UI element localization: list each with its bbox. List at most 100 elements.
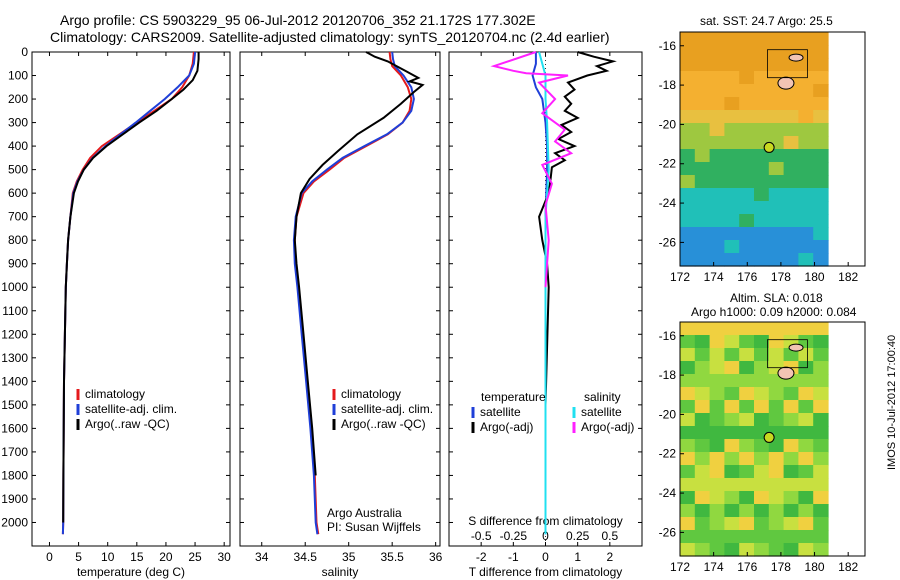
sla-map-cell: [813, 374, 829, 388]
map-x-tick-label: 172: [670, 560, 690, 574]
sst-map-cell: [739, 45, 755, 59]
sst-map-cell: [754, 149, 770, 163]
sst-map-cell: [709, 240, 725, 254]
sla-map-cell: [694, 543, 711, 557]
y-tick-label: 1000: [1, 280, 28, 294]
sla-map-cell: [739, 426, 755, 440]
sla-map-cell: [754, 517, 770, 531]
sst-map-cell: [680, 253, 696, 267]
sst-map-cell: [724, 188, 740, 202]
sla-map-cell: [739, 491, 755, 505]
sla-map-cell: [724, 374, 740, 388]
sla-map-cell: [754, 387, 770, 401]
map-x-tick-label: 180: [805, 560, 825, 574]
sla-map-cell: [724, 530, 740, 544]
sst-map-island: [777, 76, 795, 90]
sla-map-cell: [798, 426, 814, 440]
sla-map-cell: [783, 478, 799, 492]
sla-map-cell: [754, 413, 770, 427]
sst-map-cell: [798, 214, 814, 228]
sst-map-cell: [813, 240, 829, 254]
sst-map-cell: [798, 188, 814, 202]
sla-map-cell: [680, 361, 696, 375]
sla-map-cell: [768, 517, 785, 531]
sst-map-cell: [754, 71, 770, 85]
sst-map-cell: [680, 136, 696, 150]
sst-map-cell: [754, 45, 770, 59]
x-tick-label: 36: [429, 550, 443, 564]
series-line-climatology: [61, 51, 195, 535]
sla-map-cell: [768, 413, 785, 427]
sst-map-cell: [754, 188, 770, 202]
y-tick-label: 800: [8, 233, 28, 247]
sla-map-cell: [813, 491, 829, 505]
sst-map-cell: [798, 45, 814, 59]
sst-map-argo-marker: [763, 141, 775, 153]
sst-map-cell: [754, 32, 770, 46]
sla-map-argo-marker: [763, 431, 775, 443]
sla-map-cell: [739, 413, 755, 427]
sst-map-cell: [798, 201, 814, 215]
sla-map-cell: [798, 530, 814, 544]
sla-map-cell: [709, 504, 725, 518]
sst-map-cell: [680, 149, 696, 163]
sla-map-cell: [783, 322, 799, 336]
map-x-tick-label: 180: [805, 270, 825, 284]
x-tick-label: 5: [75, 550, 82, 564]
sst-map-cell: [694, 71, 711, 85]
top-x-tick-label: -0.25: [500, 529, 528, 543]
sst-map-cell: [813, 201, 829, 215]
sst-map-cell: [754, 123, 770, 137]
legend-label: satellite: [581, 405, 622, 419]
y-tick-label: 600: [8, 186, 28, 200]
sla-map-cell: [739, 322, 755, 336]
sst-map-cell: [783, 188, 799, 202]
sla-map-cell: [783, 387, 799, 401]
legend-label: satellite: [480, 405, 521, 419]
y-tick-label: 2000: [1, 515, 28, 529]
sla-map-cell: [754, 478, 770, 492]
sla-map-cell: [783, 413, 799, 427]
sst-map-cell: [680, 97, 696, 111]
sst-map-cell: [813, 214, 829, 228]
sst-map-eez-outline: [767, 49, 808, 79]
y-tick-label: 1600: [1, 421, 28, 435]
sst-map-cell: [694, 45, 711, 59]
sla-map-cell: [680, 543, 696, 557]
header-title-line2: Climatology: CARS2009. Satellite-adjuste…: [50, 29, 610, 45]
legend-label: satellite-adj. clim.: [85, 402, 177, 416]
top-x-tick-label: 0.5: [601, 529, 618, 543]
sst-map-cell: [813, 253, 829, 267]
sla-map-cell: [768, 491, 785, 505]
y-tick-label: 200: [8, 92, 28, 106]
y-tick-label: 1900: [1, 492, 28, 506]
sla-map-cell: [694, 452, 711, 466]
map-x-tick-label: 174: [704, 560, 724, 574]
sst-map-cell: [798, 227, 814, 241]
top-x-tick-label: 0.25: [566, 529, 590, 543]
sla-map-cell: [813, 400, 829, 414]
sst-map-cell: [724, 227, 740, 241]
sla-map-cell: [798, 374, 814, 388]
x-tick-label: 0: [46, 550, 53, 564]
sst-map-cell: [724, 32, 740, 46]
sla-map-cell: [783, 504, 799, 518]
sla-map-cell: [724, 335, 740, 349]
sla-map-cell: [694, 426, 711, 440]
sla-map-cell: [739, 361, 755, 375]
sst-map-cell: [724, 84, 740, 98]
sla-map-cell: [813, 335, 829, 349]
sla-map-cell: [768, 452, 785, 466]
sla-map-cell: [709, 335, 725, 349]
sst-map-cell: [694, 123, 711, 137]
sla-map-cell: [709, 361, 725, 375]
sst-map-cell: [709, 136, 725, 150]
sst-map-cell: [813, 149, 829, 163]
sla-map-cell: [724, 400, 740, 414]
sla-map-cell: [754, 543, 770, 557]
sla-map-cell: [680, 465, 696, 479]
sst-map-cell: [724, 123, 740, 137]
sst-map-cell: [724, 58, 740, 72]
